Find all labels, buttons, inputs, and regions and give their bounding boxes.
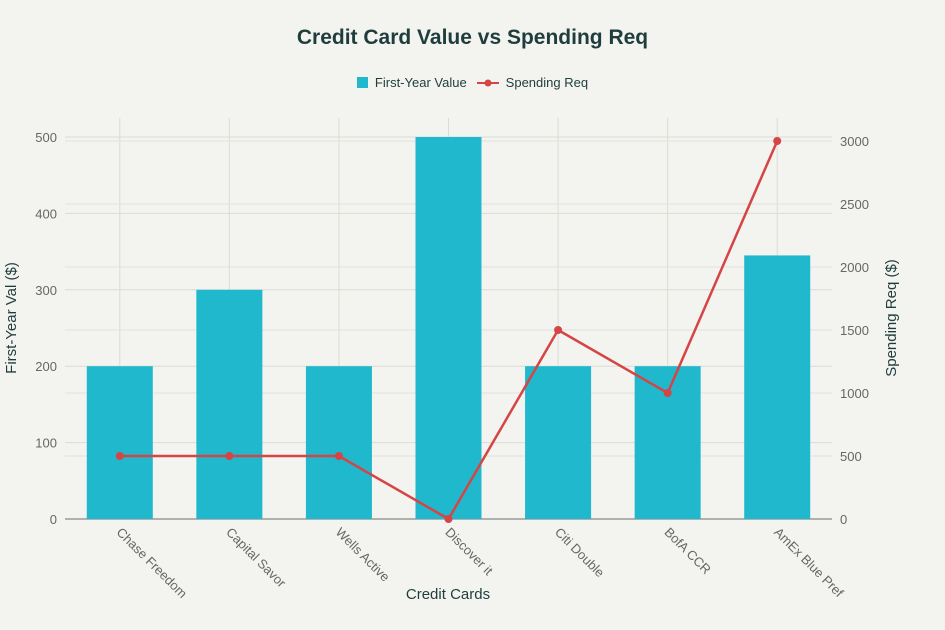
y2-tick-label: 1000 (840, 386, 869, 401)
y-tick-label: 400 (35, 206, 57, 221)
y-tick-label: 100 (35, 436, 57, 451)
bar (415, 137, 482, 519)
legend-item-spending-req[interactable]: Spending Req (476, 75, 589, 90)
y2-tick-label: 1500 (840, 323, 869, 338)
x-tick-label: Wells Active (333, 525, 393, 585)
y2-axis-title: Spending Req ($) (883, 259, 900, 377)
legend-swatch-bar (356, 77, 368, 88)
x-tick-label: Discover it (442, 525, 496, 579)
x-tick-label: Citi Double (552, 525, 608, 581)
y2-tick-label: 500 (840, 449, 862, 464)
bar (305, 366, 372, 519)
line-point (225, 452, 234, 460)
x-tick-label: BofA CCR (662, 525, 715, 578)
bar (196, 289, 263, 519)
line-point (554, 326, 563, 334)
legend-swatch-line (476, 79, 499, 86)
x-axis-title: Credit Cards (406, 586, 490, 603)
line-point (334, 452, 343, 460)
line-point (663, 389, 672, 397)
line-point (115, 452, 124, 460)
y-tick-label: 0 (50, 512, 57, 527)
chart-title: Credit Card Value vs Spending Req (296, 26, 649, 49)
y2-tick-label: 0 (840, 512, 847, 527)
bar (525, 366, 592, 519)
y-tick-label: 300 (35, 283, 57, 298)
y2-tick-label: 2000 (840, 260, 869, 275)
line-point (773, 137, 782, 145)
line-point (444, 515, 453, 523)
y-tick-label: 500 (35, 130, 57, 145)
y2-tick-label: 2500 (840, 197, 869, 212)
legend-label: Spending Req (505, 75, 589, 90)
legend-label: First-Year Value (374, 75, 467, 90)
legend: First-Year Value Spending Req (0, 75, 945, 90)
bar (86, 366, 153, 519)
y-axis-title: First-Year Val ($) (3, 262, 20, 374)
y-tick-label: 200 (35, 359, 57, 374)
legend-item-first-year-value[interactable]: First-Year Value (356, 75, 467, 90)
y2-tick-label: 3000 (840, 134, 869, 149)
x-tick-label: Chase Freedom (114, 525, 191, 602)
x-tick-label: Capital Savor (223, 525, 289, 591)
x-tick-label: AmEx Blue Pref (771, 525, 847, 601)
bar (744, 255, 811, 520)
